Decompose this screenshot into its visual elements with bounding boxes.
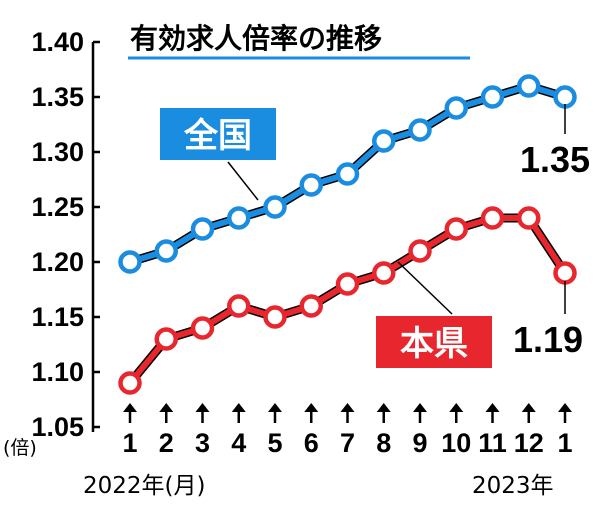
y-tick-label: 1.25 [31,192,84,222]
data-point [517,206,541,230]
x-tick-label: 1 [557,428,572,458]
prefecture-end-value-label: 1.19 [513,319,583,360]
x-tick-arrow [195,403,210,412]
data-point [444,217,468,241]
x-start-year-label: 2022年(月) [83,473,205,499]
x-tick-label: 2 [159,428,174,458]
data-point [227,206,251,230]
data-point [517,74,541,98]
y-tick-label: 1.30 [31,137,84,167]
data-point [553,261,577,285]
y-tick-label: 1.15 [31,302,84,332]
data-point [227,294,251,318]
series-line-outline [125,213,570,388]
data-point [372,129,396,153]
x-tick-arrow [558,403,572,412]
data-point [480,85,505,109]
data-point [408,118,432,142]
series-name-prefecture: 本県 [400,324,468,364]
x-tick-label: 10 [441,428,471,458]
x-tick-label: 5 [267,428,282,458]
series-name-national: 全国 [183,116,252,156]
national-end-value-label: 1.35 [520,139,590,180]
x-tick-label: 7 [340,428,355,458]
x-tick-arrow [159,403,174,412]
x-tick-arrow [123,403,137,412]
x-end-year-label: 2023年 [472,473,554,499]
series-line [127,215,568,386]
data-point [190,217,215,241]
y-unit-label: (倍) [3,437,37,459]
data-point [299,173,323,197]
y-tick-label: 1.10 [31,357,84,387]
x-tick-arrow [485,403,500,412]
x-tick-label: 3 [195,428,210,458]
series-badge-prefecture [376,316,492,368]
x-tick-label: 12 [514,428,544,458]
x-tick-label: 4 [231,428,246,458]
data-point [118,371,142,395]
series-badge-national [160,108,276,160]
x-tick-label: 1 [122,428,137,458]
x-tick-arrow [449,403,464,412]
y-tick-label: 1.05 [31,412,84,442]
x-tick-label: 6 [304,428,319,458]
data-point [263,305,287,329]
x-tick-arrow [231,403,246,412]
x-tick-arrow [340,403,355,412]
series-layer [118,74,577,395]
data-point [299,294,323,318]
data-point [444,96,468,120]
data-point [263,195,287,219]
x-tick-label: 8 [376,428,391,458]
data-point [154,327,178,351]
data-point [335,162,360,186]
y-tick-label: 1.40 [31,27,84,57]
x-tick-arrow [521,403,536,412]
chart-title: 有効求人倍率の推移 [130,22,382,55]
series-label-national: 全国 [160,108,276,201]
x-tick-label: 11 [478,428,507,458]
data-point [335,272,360,296]
data-point [154,239,178,263]
data-point [118,250,142,274]
data-point [372,261,396,285]
y-tick-label: 1.35 [31,82,84,112]
x-tick-arrow [376,403,391,412]
series-0 [118,74,577,274]
data-point [408,239,432,263]
series-1 [118,206,577,395]
x-tick-arrow [413,403,427,412]
x-tick-arrow [268,403,282,412]
y-tick-label: 1.20 [31,247,84,277]
data-point [480,206,505,230]
data-point [553,85,577,109]
data-point [190,316,215,340]
x-tick-label: 9 [412,428,427,458]
x-tick-labels: 1 2 3 4 5 6 7 8 9 10 11 12 1 [122,403,573,458]
x-tick-arrow [304,403,319,412]
y-tick-labels: 1.40 1.35 1.30 1.25 1.20 1.15 1.10 1.05 [31,27,100,442]
series-label-prefecture: 本県 [376,261,492,368]
